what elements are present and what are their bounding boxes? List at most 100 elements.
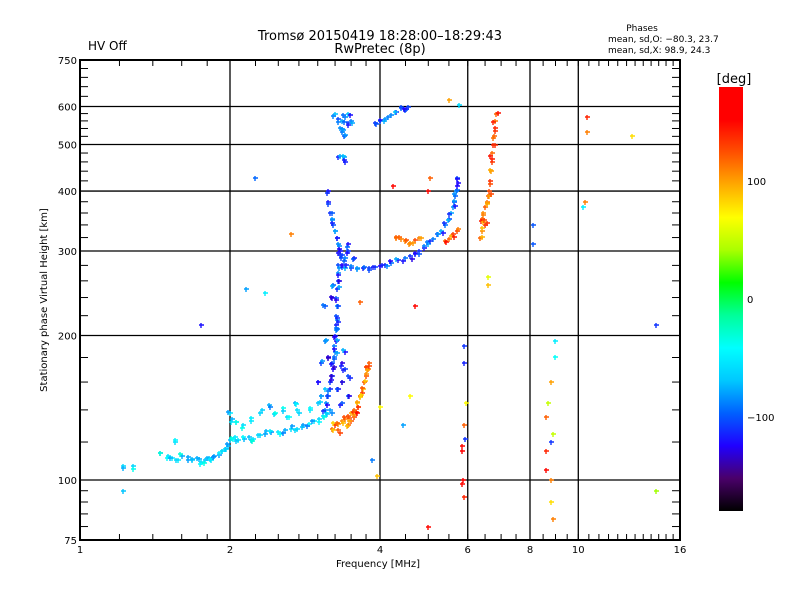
stats-heading: Phases xyxy=(626,24,658,34)
echo-point xyxy=(174,458,179,463)
echo-point xyxy=(486,283,491,288)
echo-point xyxy=(549,500,554,505)
echo-point xyxy=(413,238,418,243)
echo-point xyxy=(346,242,351,247)
echo-point xyxy=(260,408,265,413)
echo-point xyxy=(583,200,588,205)
echo-point xyxy=(549,440,554,445)
echo-point xyxy=(456,181,461,186)
echo-point xyxy=(485,201,490,206)
echo-point xyxy=(417,252,422,257)
echo-point xyxy=(283,428,288,433)
echo-point xyxy=(441,231,446,236)
echo-point xyxy=(289,232,294,237)
x-tick-label: 10 xyxy=(572,545,585,556)
echo-point xyxy=(332,335,337,340)
echo-point xyxy=(346,123,351,128)
echo-point xyxy=(452,199,457,204)
echo-point xyxy=(335,316,340,321)
echo-point xyxy=(447,212,452,217)
echo-point xyxy=(168,456,173,461)
echo-point xyxy=(345,251,350,256)
echo-point xyxy=(320,359,325,364)
echo-point xyxy=(342,158,347,163)
echo-point xyxy=(549,478,554,483)
echo-point xyxy=(348,376,353,381)
echo-point xyxy=(493,129,498,134)
echo-point xyxy=(426,525,431,530)
x-tick-label: 2 xyxy=(227,545,233,556)
echo-point xyxy=(349,264,354,269)
echo-point xyxy=(553,339,558,344)
echo-point xyxy=(444,240,449,245)
echo-point xyxy=(355,267,360,272)
echo-point xyxy=(452,235,457,240)
echo-point xyxy=(338,403,343,408)
echo-point xyxy=(348,113,353,118)
echo-point xyxy=(386,115,391,120)
echo-point xyxy=(551,517,556,522)
echo-point xyxy=(335,351,340,356)
echo-point xyxy=(385,264,390,269)
echo-point xyxy=(308,406,313,411)
echo-point xyxy=(323,387,328,392)
echo-point xyxy=(408,394,413,399)
echo-point xyxy=(341,128,346,133)
echo-point xyxy=(337,266,342,271)
chart-title: Tromsø 20150419 18:28:00–18:29:43 xyxy=(257,29,502,44)
echo-point xyxy=(294,402,299,407)
echo-point xyxy=(422,244,427,249)
echo-point xyxy=(374,122,379,127)
echo-point xyxy=(407,242,412,247)
echo-point xyxy=(247,435,252,440)
echo-point xyxy=(341,421,346,426)
echo-point xyxy=(364,372,369,377)
echo-point xyxy=(401,423,406,428)
echo-point xyxy=(496,111,501,116)
y-tick-label: 600 xyxy=(58,103,77,114)
echo-point xyxy=(329,295,334,300)
echo-point xyxy=(240,426,245,431)
echo-point xyxy=(211,455,216,460)
stats-o-mode: mean, sd,O: −80.3, 23.7 xyxy=(608,35,719,45)
echo-point xyxy=(197,457,202,462)
echo-point xyxy=(121,489,126,494)
echo-point xyxy=(347,419,352,424)
echo-point xyxy=(337,279,342,284)
echo-point xyxy=(241,435,246,440)
echo-point xyxy=(481,213,486,218)
echo-point xyxy=(225,442,230,447)
echo-point xyxy=(226,410,231,415)
echo-point xyxy=(338,154,343,159)
echo-point xyxy=(370,458,375,463)
echo-point xyxy=(342,259,347,264)
echo-point xyxy=(230,417,235,422)
echo-point xyxy=(359,393,364,398)
echo-point xyxy=(326,389,331,394)
echo-point xyxy=(337,285,342,290)
echo-point xyxy=(355,400,360,405)
echo-point xyxy=(321,303,326,308)
echo-point xyxy=(425,240,430,245)
echo-point xyxy=(446,218,451,223)
echo-point xyxy=(352,413,357,418)
echo-point xyxy=(403,256,408,261)
echo-point xyxy=(325,191,330,196)
echo-point xyxy=(402,107,407,112)
echo-point xyxy=(300,425,305,430)
echo-point xyxy=(268,405,273,410)
echo-point xyxy=(453,204,458,209)
echo-point xyxy=(489,192,494,197)
y-tick-label: 200 xyxy=(58,332,77,343)
echo-point xyxy=(332,347,337,352)
echo-point xyxy=(263,291,268,296)
echo-point xyxy=(329,374,334,379)
echo-point xyxy=(325,394,330,399)
echo-point xyxy=(290,424,295,429)
x-tick-label: 8 xyxy=(527,545,533,556)
echo-point xyxy=(158,451,163,456)
echo-point xyxy=(391,184,396,189)
echo-point xyxy=(397,235,402,240)
echo-point xyxy=(360,386,365,391)
